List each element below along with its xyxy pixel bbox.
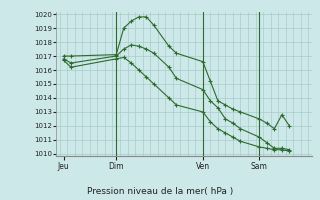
Text: Pression niveau de la mer( hPa ): Pression niveau de la mer( hPa ) [87, 187, 233, 196]
